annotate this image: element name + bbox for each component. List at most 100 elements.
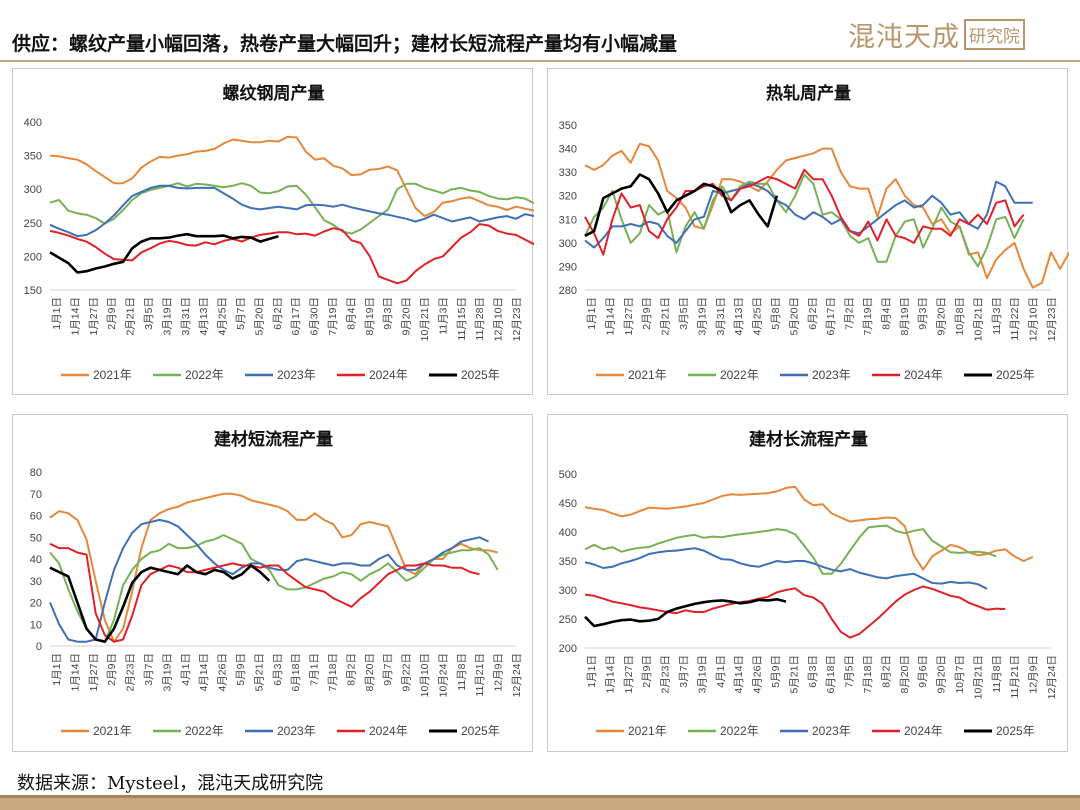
x-tick-label: 5月8日 (770, 297, 782, 330)
series-line-2022年 (49, 182, 534, 235)
logo-mark: 混沌天成 (848, 21, 960, 53)
x-tick-label: 4月25日 (752, 297, 764, 336)
legend-label: 2024年 (904, 368, 943, 382)
x-tick-label: 1月27日 (623, 297, 635, 336)
y-tick-label: 290 (559, 261, 577, 273)
x-tick-label: 3月31日 (715, 297, 727, 336)
x-tick-label: 6月17日 (290, 297, 302, 336)
x-tick-label: 6月17日 (825, 297, 837, 336)
page-title: 供应：螺纹产量小幅回落，热卷产量大幅回升；建材长短流程产量均有小幅减量 (12, 33, 678, 55)
x-tick-label: 4月13日 (733, 297, 745, 336)
legend-label: 2024年 (369, 724, 408, 738)
x-tick-label: 4月26日 (752, 655, 764, 694)
y-tick-label: 60 (30, 511, 42, 523)
x-tick-label: 7月19日 (862, 297, 874, 336)
x-tick-label: 10月21日 (972, 297, 984, 341)
series-line-2025年 (584, 598, 787, 628)
series-line-2024年 (49, 223, 534, 285)
x-tick-label: 12月9日 (1028, 655, 1040, 694)
y-tick-label: 10 (30, 619, 42, 631)
x-tick-label: 6月2日 (807, 297, 819, 330)
x-tick-label: 10月21日 (972, 655, 984, 699)
chart-panel-rebar: 螺纹钢周产量 150 200 250 300 350 400 1月1日 1月14日 1月27日 2月… (12, 68, 534, 395)
x-tick-label: 7月2日 (844, 297, 856, 330)
series-line-2022年 (584, 524, 997, 575)
x-tick-label: 6月3日 (272, 653, 284, 686)
x-tick-label: 1月27日 (88, 297, 100, 336)
series-line-2021年 (584, 485, 1034, 571)
legend-label: 2022年 (720, 724, 759, 738)
series-line-2025年 (49, 564, 271, 643)
x-tick-label: 2月21日 (125, 297, 137, 336)
x-tick-label: 4月25日 (217, 297, 229, 336)
legend-label: 2023年 (277, 368, 316, 382)
x-tick-label: 11月3日 (991, 297, 1003, 335)
x-tick-label: 2月21日 (660, 297, 672, 336)
y-tick-label: 450 (559, 498, 577, 510)
y-tick-label: 40 (30, 554, 42, 566)
x-tick-label: 11月21日 (1009, 655, 1021, 699)
x-tick-label: 2月9日 (641, 297, 653, 330)
x-tick-label: 12月24日 (1046, 655, 1058, 699)
x-tick-label: 5月20日 (788, 297, 800, 336)
x-tick-label: 7月5日 (844, 655, 856, 688)
y-tick-label: 150 (24, 285, 42, 297)
y-tick-label: 250 (24, 218, 42, 230)
x-tick-label: 3月7日 (143, 653, 155, 686)
x-tick-label: 5月20日 (253, 297, 265, 336)
x-tick-label: 4月1日 (715, 655, 727, 688)
series-line-2025年 (49, 232, 279, 274)
y-tick-label: 350 (24, 151, 42, 163)
x-tick-label: 12月23日 (1046, 297, 1058, 341)
legend-label: 2025年 (461, 724, 500, 738)
y-tick-label: 320 (559, 191, 577, 203)
chart-panel-long-process: 建材长流程产量 200 250 300 350 400 450 500 1月1日 1月14日 1月2… (547, 414, 1068, 752)
x-tick-label: 6月30日 (309, 297, 321, 336)
x-tick-label: 1月14日 (604, 655, 616, 694)
company-logo: 混沌天成 研究院 (848, 12, 1053, 56)
y-tick-label: 80 (30, 467, 42, 479)
y-tick-label: 300 (559, 585, 577, 597)
y-tick-label: 310 (559, 214, 577, 226)
y-tick-label: 20 (30, 598, 42, 610)
y-tick-label: 350 (559, 120, 577, 132)
x-tick-label: 4月13日 (198, 297, 210, 336)
x-tick-label: 12月10日 (493, 297, 505, 341)
x-tick-label: 12月9日 (493, 653, 505, 692)
y-tick-label: 330 (559, 167, 577, 179)
y-tick-label: 400 (24, 117, 42, 129)
x-tick-label: 3月5日 (678, 297, 690, 330)
x-tick-label: 2月9日 (641, 655, 653, 688)
chart-title: 建材短流程产量 (214, 429, 333, 450)
x-tick-label: 1月1日 (51, 653, 63, 686)
x-tick-label: 10月24日 (437, 653, 449, 697)
x-tick-label: 8月2日 (880, 655, 892, 688)
x-tick-label: 7月1日 (309, 653, 321, 686)
x-tick-label: 10月8日 (954, 297, 966, 336)
chart-svg: 建材长流程产量 200 250 300 350 400 450 500 1月1日 1月14日 1月2… (559, 429, 1058, 738)
x-tick-label: 11月21日 (474, 653, 486, 697)
chart-svg: 热轧周产量 280 290 300 310 320 330 340 350 1月1日 1月14日 1月… (559, 83, 1069, 382)
legend-label: 2023年 (812, 724, 851, 738)
x-tick-label: 8月4日 (880, 297, 892, 330)
chart-title: 热轧周产量 (766, 83, 851, 104)
footer-band-edge (0, 795, 1080, 798)
y-tick-label: 500 (559, 469, 577, 481)
y-tick-label: 350 (559, 556, 577, 568)
x-tick-label: 11月28日 (474, 297, 486, 341)
x-tick-label: 1月1日 (586, 655, 598, 688)
y-tick-label: 0 (36, 641, 42, 653)
x-tick-label: 1月27日 (623, 655, 635, 694)
series-line-2023年 (584, 180, 1033, 249)
x-tick-label: 2月9日 (106, 297, 118, 330)
x-tick-label: 11月8日 (456, 653, 468, 691)
x-tick-label: 1月1日 (586, 297, 598, 330)
x-tick-label: 8月19日 (899, 297, 911, 336)
x-tick-label: 3月19日 (161, 297, 173, 336)
x-tick-label: 2月9日 (106, 653, 118, 686)
series-line-2022年 (49, 534, 499, 643)
x-tick-label: 3月7日 (678, 655, 690, 688)
x-tick-label: 1月14日 (604, 297, 616, 336)
legend-label: 2025年 (461, 368, 500, 382)
legend-label: 2024年 (904, 724, 943, 738)
